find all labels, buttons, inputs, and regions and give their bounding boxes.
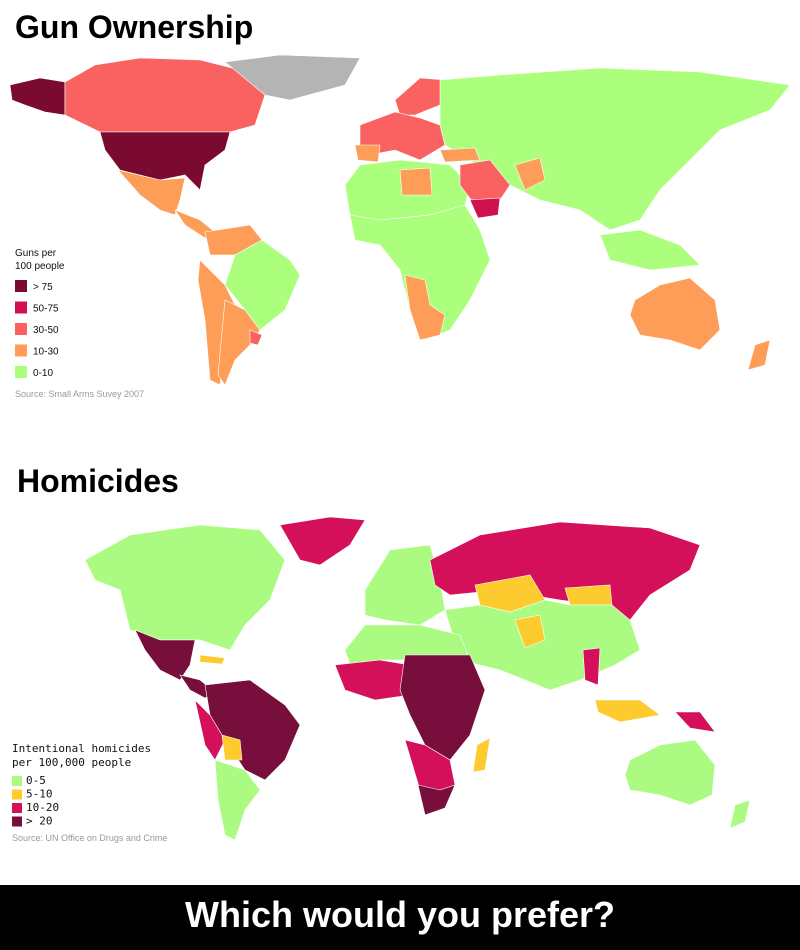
legend-swatch	[12, 789, 22, 800]
uruguay	[249, 329, 263, 346]
andes	[194, 699, 226, 761]
legend-label: > 20	[26, 815, 53, 828]
argentina	[217, 299, 261, 386]
new-zealand	[747, 339, 771, 371]
australia	[624, 739, 716, 806]
australia	[629, 277, 721, 351]
homicide-map	[84, 516, 751, 841]
turkey	[439, 147, 481, 163]
north-america	[84, 524, 286, 651]
pakistan	[514, 614, 546, 649]
pakistan	[514, 157, 546, 191]
south-cone	[214, 759, 261, 841]
russia	[429, 521, 701, 621]
legend-swatch	[12, 803, 22, 813]
iberia	[354, 144, 381, 163]
greenland	[279, 516, 366, 566]
papua	[674, 711, 716, 733]
new-zealand	[729, 799, 751, 829]
map-title: Gun Ownership	[15, 9, 253, 45]
madagascar	[472, 737, 491, 773]
legend-swatch	[12, 776, 22, 786]
yemen	[469, 197, 501, 219]
legend-label: 5-10	[26, 788, 53, 801]
caption: Which would you prefer?	[185, 894, 615, 935]
mexico	[134, 629, 196, 681]
legend-title: per 100,000 people	[12, 756, 131, 769]
europe	[364, 544, 446, 626]
caribbean	[199, 654, 226, 665]
bolivia	[221, 734, 243, 761]
southern-africa	[404, 274, 446, 341]
legend-title: Intentional homicides	[12, 742, 151, 755]
libya	[399, 167, 433, 196]
andes	[197, 259, 236, 386]
southeast-asia	[599, 229, 701, 271]
legend-label: 10-30	[33, 347, 59, 358]
legend-label: 30-50	[33, 325, 59, 336]
legend-swatch	[12, 816, 22, 827]
alaska	[9, 77, 66, 116]
mongolia	[564, 584, 613, 606]
source: Source: Small Arms Suvey 2007	[15, 389, 144, 399]
greenland	[224, 54, 361, 101]
mexico	[117, 169, 186, 216]
legend-title: Guns per	[15, 248, 57, 259]
legend: > 75 50-75 30-50 10-30 0-10	[15, 280, 59, 379]
indonesia	[594, 699, 661, 723]
legend-swatch	[15, 344, 27, 357]
legend-swatch	[15, 301, 27, 314]
west-africa	[334, 659, 411, 701]
legend-swatch	[15, 280, 27, 292]
legend-label: 0-10	[33, 368, 53, 379]
scandinavia	[394, 77, 446, 116]
source: Source: UN Office on Drugs and Crime	[12, 833, 167, 843]
legend-label: 10-20	[26, 801, 59, 814]
map-title: Homicides	[17, 463, 179, 499]
south-africa	[417, 784, 456, 816]
legend-label: > 75	[33, 282, 53, 293]
africa	[349, 204, 491, 341]
legend-swatch	[15, 366, 27, 378]
legend-label: 50-75	[33, 304, 59, 315]
myanmar	[582, 647, 601, 686]
caption-band	[0, 885, 800, 950]
usa	[99, 131, 231, 191]
legend-title: 100 people	[15, 261, 65, 272]
legend-swatch	[15, 323, 27, 335]
legend-label: 0-5	[26, 774, 46, 787]
gun-map	[9, 54, 791, 386]
brazil	[224, 239, 301, 331]
